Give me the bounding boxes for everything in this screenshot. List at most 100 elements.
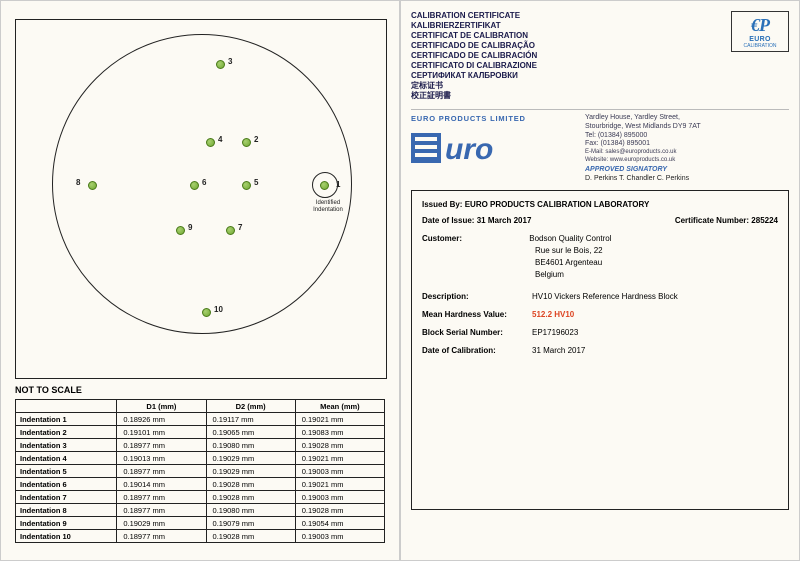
row-label: Indentation 3: [16, 439, 117, 452]
measurement-cell: 0.18977 mm: [117, 504, 206, 517]
not-to-scale-label: NOT TO SCALE: [15, 385, 385, 395]
measurement-cell: 0.19079 mm: [206, 517, 295, 530]
identified-indentation-label: IdentifiedIndentation: [306, 200, 350, 213]
company-name: EURO PRODUCTS LIMITED: [411, 114, 581, 123]
identified-indentation-circle: [312, 172, 338, 198]
address-line2: Stourbridge, West Midlands DY9 7AT: [585, 123, 789, 132]
indentation-dot-9: [176, 226, 185, 235]
measurement-cell: 0.18926 mm: [117, 413, 206, 426]
indentation-dot-label-2: 2: [254, 135, 258, 144]
table-header: D2 (mm): [206, 400, 295, 413]
measurement-cell: 0.19054 mm: [295, 517, 384, 530]
address-fax: Fax: (01384) 895001: [585, 140, 789, 149]
customer-line-3: Belgium: [535, 269, 778, 281]
table-row: Indentation 50.18977 mm0.19029 mm0.19003…: [16, 465, 385, 478]
description-row: Description: HV10 Vickers Reference Hard…: [422, 291, 778, 303]
customer-label: Customer:: [422, 233, 527, 245]
address-email: E-Mail: sales@europroducts.co.uk: [585, 149, 789, 157]
measurement-cell: 0.19083 mm: [295, 426, 384, 439]
euro-wordmark-logo: uro: [411, 125, 561, 171]
cert-no-label: Certificate Number:: [675, 215, 749, 227]
measurement-cell: 0.19101 mm: [117, 426, 206, 439]
certificate-titles: CALIBRATION CERTIFICATEKALIBRIERZERTIFIK…: [411, 11, 731, 101]
measurement-cell: 0.18977 mm: [117, 491, 206, 504]
calibration-date-row: Date of Calibration: 31 March 2017: [422, 345, 778, 357]
indentation-dot-4: [206, 138, 215, 147]
measurement-cell: 0.19029 mm: [206, 465, 295, 478]
description-label: Description:: [422, 291, 532, 303]
row-label: Indentation 5: [16, 465, 117, 478]
signatories: D. Perkins T. Chandler C. Perkins: [585, 175, 789, 184]
measurement-cell: 0.19021 mm: [295, 452, 384, 465]
issued-by-label: Issued By:: [422, 199, 462, 211]
row-label: Indentation 10: [16, 530, 117, 543]
issue-date-row: Date of Issue: 31 March 2017 Certificate…: [422, 215, 778, 227]
table-header: [16, 400, 117, 413]
address-tel: Tel: (01384) 895000: [585, 132, 789, 141]
mean-hardness-row: Mean Hardness Value: 512.2 HV10: [422, 309, 778, 321]
table-row: Indentation 20.19101 mm0.19065 mm0.19083…: [16, 426, 385, 439]
table-row: Indentation 100.18977 mm0.19028 mm0.1900…: [16, 530, 385, 543]
certificate-title-line: 定标证书: [411, 81, 731, 91]
company-logo-block: EURO PRODUCTS LIMITED uro: [411, 114, 581, 184]
certificate-title-line: KALIBRIERZERTIFIKAT: [411, 21, 731, 31]
measurements-table: D1 (mm)D2 (mm)Mean (mm) Indentation 10.1…: [15, 399, 385, 543]
company-address: Yardley House, Yardley Street, Stourbrid…: [581, 114, 789, 184]
table-row: Indentation 80.18977 mm0.19080 mm0.19028…: [16, 504, 385, 517]
measurement-cell: 0.19021 mm: [295, 413, 384, 426]
measurement-cell: 0.19021 mm: [295, 478, 384, 491]
logo-euro-text: EURO: [736, 36, 784, 43]
indentation-dot-label-6: 6: [202, 178, 206, 187]
page-right: CALIBRATION CERTIFICATEKALIBRIERZERTIFIK…: [400, 0, 800, 561]
cert-no-value: 285224: [751, 215, 778, 227]
indentation-dot-label-9: 9: [188, 223, 192, 232]
measurement-cell: 0.19029 mm: [206, 452, 295, 465]
company-info: EURO PRODUCTS LIMITED uro Yardley House,…: [411, 109, 789, 184]
indentation-dot-3: [216, 60, 225, 69]
serial-row: Block Serial Number: EP17196023: [422, 327, 778, 339]
logo-ep-text: €P: [736, 15, 784, 36]
indentation-dot-8: [88, 181, 97, 190]
table-row: Indentation 70.18977 mm0.19028 mm0.19003…: [16, 491, 385, 504]
row-label: Indentation 2: [16, 426, 117, 439]
certificate-title-line: CERTIFICADO DE CALIBRAÇÃO: [411, 41, 731, 51]
indentation-dot-label-10: 10: [214, 305, 223, 314]
measurement-cell: 0.19117 mm: [206, 413, 295, 426]
indentation-dot-label-7: 7: [238, 223, 242, 232]
serial-value: EP17196023: [532, 327, 578, 339]
indentation-dot-6: [190, 181, 199, 190]
measurement-cell: 0.19028 mm: [206, 478, 295, 491]
table-row: Indentation 10.18926 mm0.19117 mm0.19021…: [16, 413, 385, 426]
issued-by-row: Issued By: EURO PRODUCTS CALIBRATION LAB…: [422, 199, 778, 211]
table-header: Mean (mm): [295, 400, 384, 413]
calibration-date-label: Date of Calibration:: [422, 345, 532, 357]
indentation-dot-7: [226, 226, 235, 235]
measurement-cell: 0.19003 mm: [295, 491, 384, 504]
table-row: Indentation 60.19014 mm0.19028 mm0.19021…: [16, 478, 385, 491]
issued-by-value: EURO PRODUCTS CALIBRATION LABORATORY: [465, 199, 650, 211]
certificate-body: Issued By: EURO PRODUCTS CALIBRATION LAB…: [411, 190, 789, 510]
measurement-cell: 0.19003 mm: [295, 530, 384, 543]
measurement-cell: 0.18977 mm: [117, 465, 206, 478]
indentation-dot-label-8: 8: [76, 178, 80, 187]
description-value: HV10 Vickers Reference Hardness Block: [532, 291, 678, 303]
table-row: Indentation 90.19029 mm0.19079 mm0.19054…: [16, 517, 385, 530]
row-label: Indentation 4: [16, 452, 117, 465]
svg-text:uro: uro: [445, 133, 493, 166]
measurement-cell: 0.19028 mm: [295, 504, 384, 517]
certificate-title-line: 校正証明書: [411, 91, 731, 101]
row-label: Indentation 6: [16, 478, 117, 491]
measurement-cell: 0.19080 mm: [206, 504, 295, 517]
measurement-cell: 0.19014 mm: [117, 478, 206, 491]
table-header: D1 (mm): [117, 400, 206, 413]
row-label: Indentation 7: [16, 491, 117, 504]
table-row: Indentation 40.19013 mm0.19029 mm0.19021…: [16, 452, 385, 465]
serial-label: Block Serial Number:: [422, 327, 532, 339]
certificate-title-line: СЕРТИФИКАТ КАЛБРОВКИ: [411, 71, 731, 81]
certificate-title-line: CERTIFICATO DI CALIBRAZIONE: [411, 61, 731, 71]
logo-calibration-text: CALIBRATION: [736, 43, 784, 49]
indentation-dot-5: [242, 181, 251, 190]
measurement-cell: 0.19028 mm: [206, 530, 295, 543]
mean-hardness-value: 512.2 HV10: [532, 309, 574, 321]
row-label: Indentation 1: [16, 413, 117, 426]
